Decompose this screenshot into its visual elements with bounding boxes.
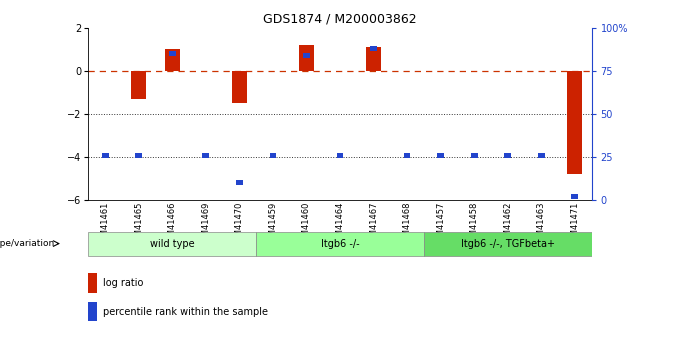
Bar: [236, 180, 243, 185]
Bar: [471, 153, 477, 158]
Bar: [131, 71, 146, 99]
Bar: [165, 49, 180, 71]
Bar: [88, 233, 256, 256]
Bar: [256, 233, 424, 256]
Bar: [424, 233, 592, 256]
Text: Itgb6 -/-: Itgb6 -/-: [321, 239, 359, 248]
Bar: [366, 47, 381, 71]
Text: wild type: wild type: [150, 239, 194, 248]
Bar: [571, 194, 578, 199]
Text: log ratio: log ratio: [103, 278, 144, 288]
Bar: [299, 45, 314, 71]
Bar: [102, 153, 109, 158]
Bar: [303, 53, 310, 58]
Bar: [232, 71, 247, 103]
Bar: [505, 153, 511, 158]
Title: GDS1874 / M200003862: GDS1874 / M200003862: [263, 12, 417, 25]
Text: Itgb6 -/-, TGFbeta+: Itgb6 -/-, TGFbeta+: [461, 239, 555, 248]
Bar: [567, 71, 582, 174]
Bar: [404, 153, 411, 158]
Bar: [538, 153, 545, 158]
Bar: [337, 153, 343, 158]
Bar: [135, 153, 142, 158]
Text: percentile rank within the sample: percentile rank within the sample: [103, 307, 269, 317]
Bar: [203, 153, 209, 158]
Bar: [88, 273, 97, 293]
Bar: [88, 302, 97, 321]
Text: genotype/variation: genotype/variation: [0, 239, 55, 248]
Bar: [269, 153, 276, 158]
Bar: [437, 153, 444, 158]
Bar: [169, 51, 175, 56]
Bar: [370, 46, 377, 51]
